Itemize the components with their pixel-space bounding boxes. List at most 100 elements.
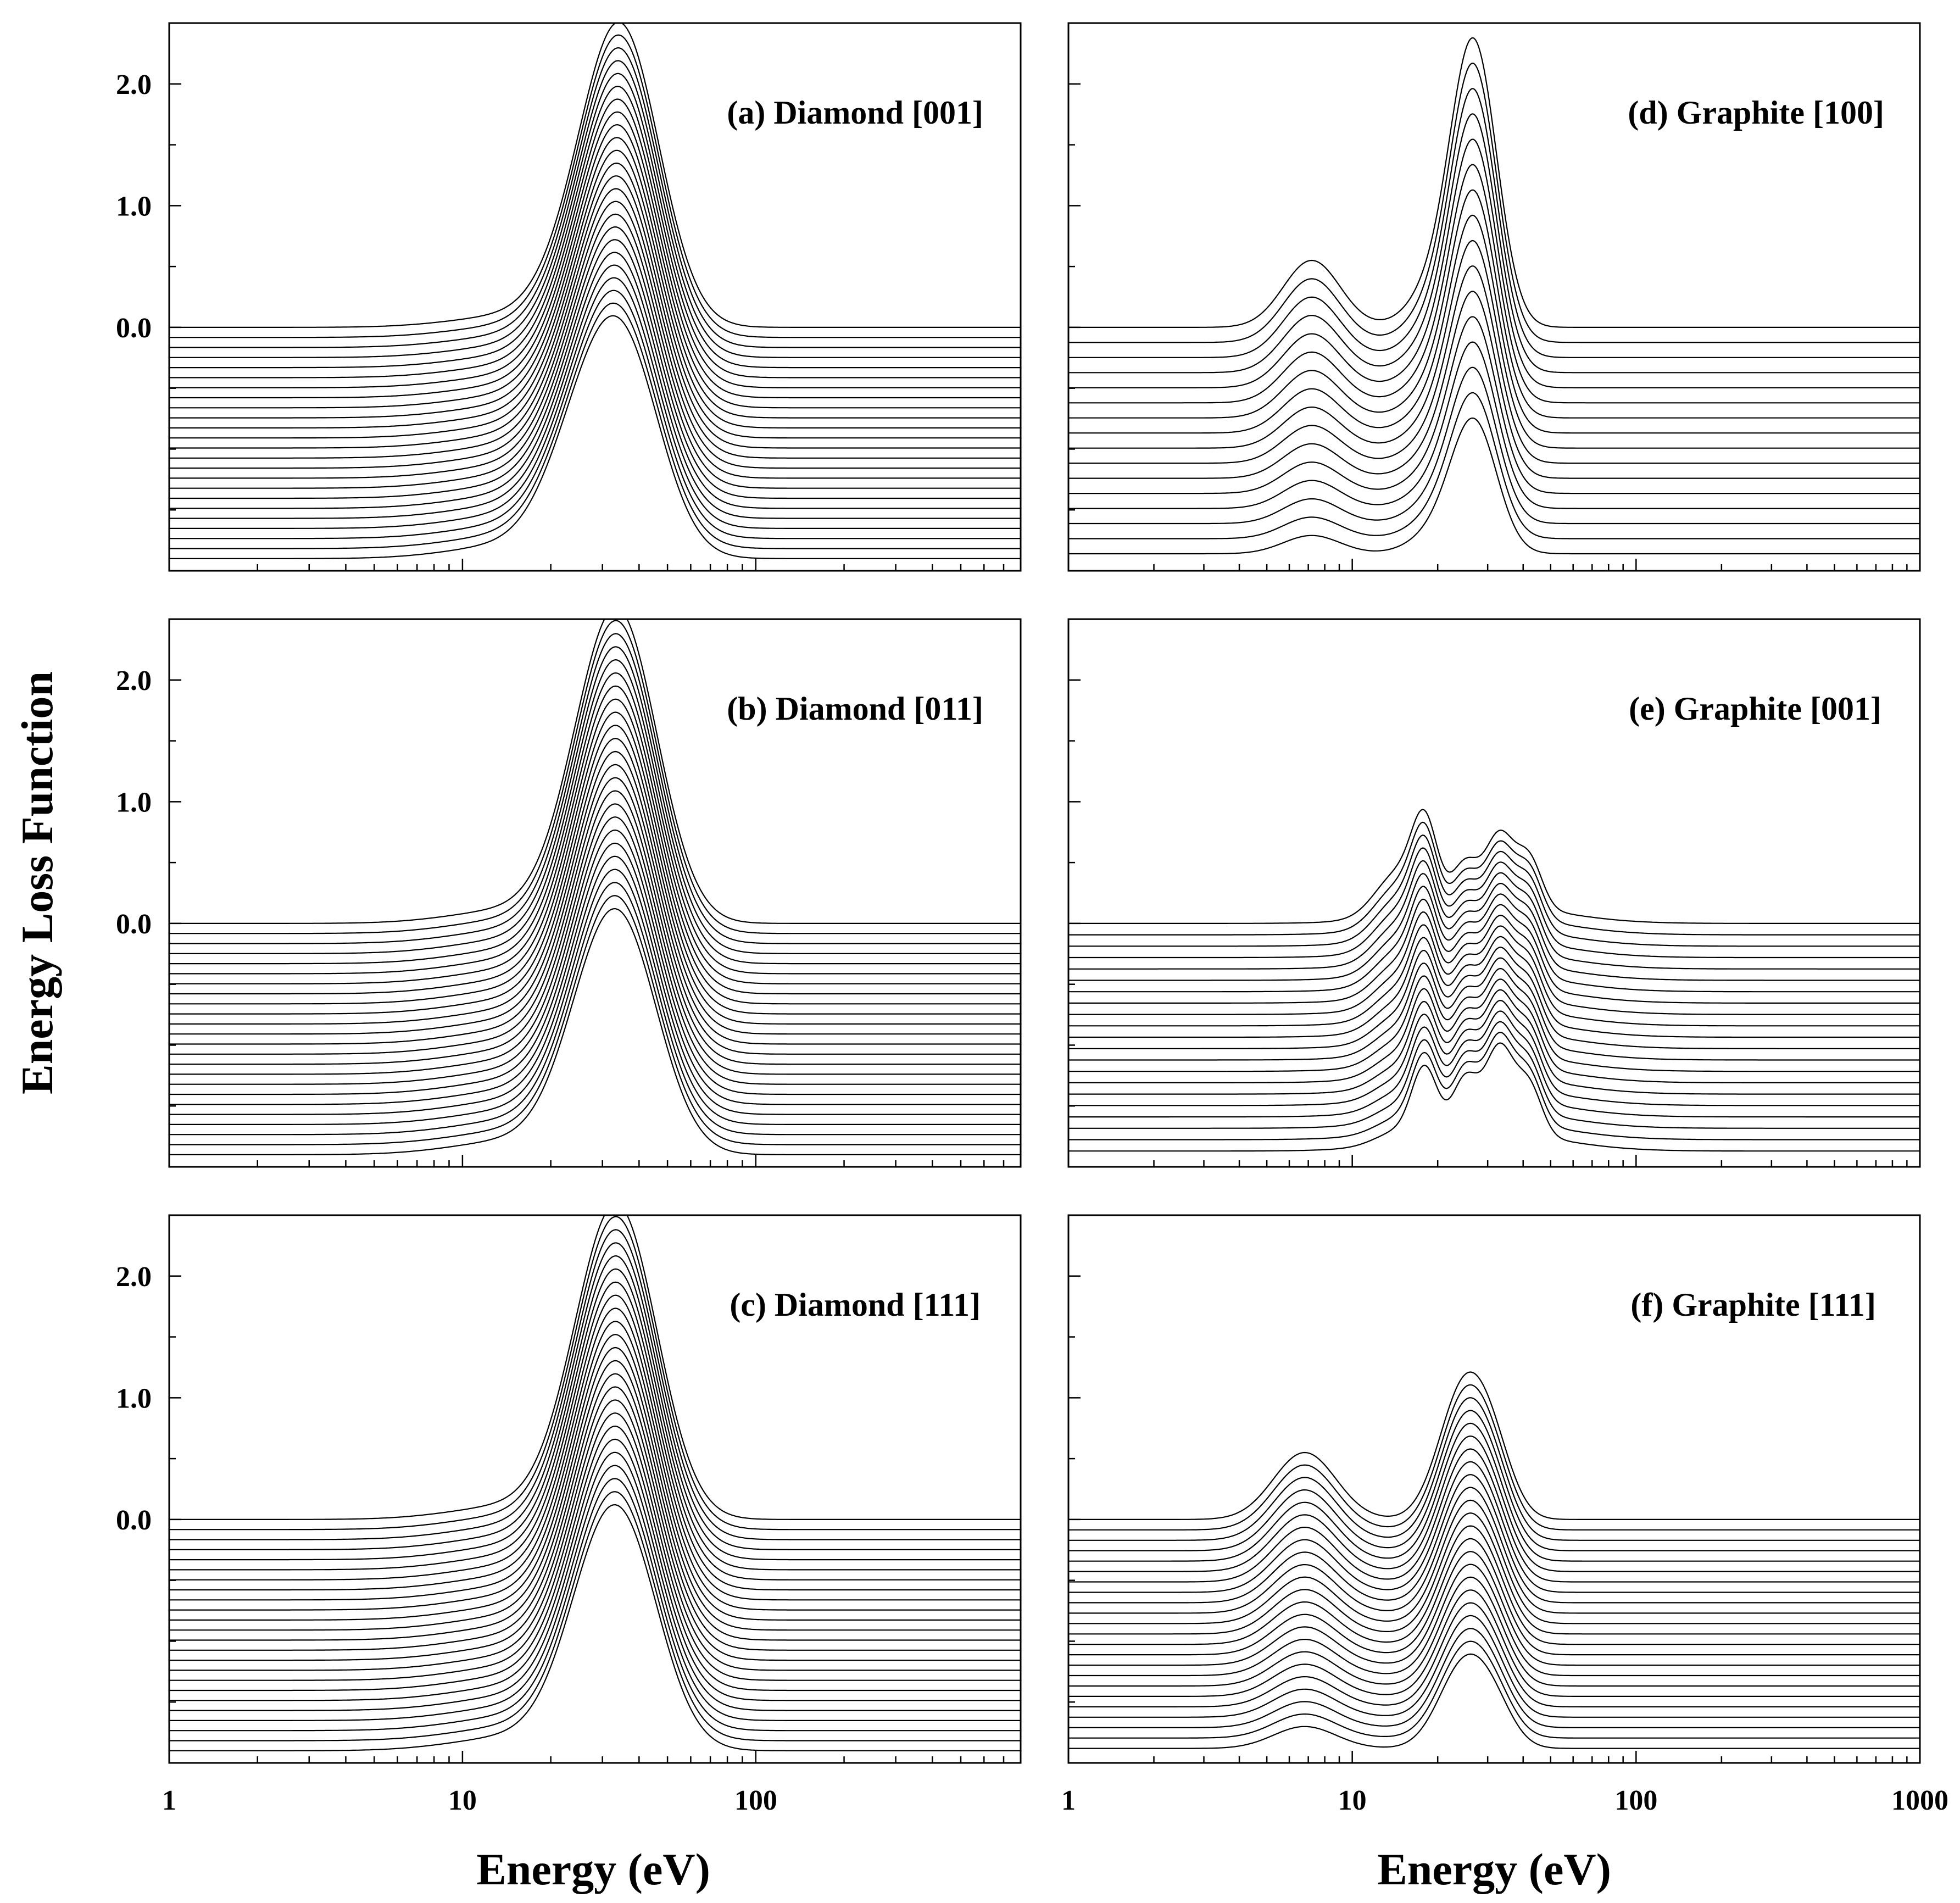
series-line	[169, 725, 1021, 1015]
panel-title: (c) Diamond [111]	[730, 1287, 981, 1323]
series-group	[169, 1215, 1021, 1751]
series-line	[169, 1294, 1021, 1591]
series-line	[1068, 1371, 1920, 1520]
series-line	[1068, 1653, 1920, 1749]
series-line	[169, 1255, 1021, 1561]
series-line	[169, 672, 1021, 975]
series-line	[169, 149, 1021, 429]
series-line	[1068, 1512, 1920, 1635]
series-line	[1068, 265, 1920, 464]
series-line	[169, 816, 1021, 1085]
series-line	[169, 1478, 1021, 1732]
x-tick-label: 10	[1338, 1785, 1367, 1816]
series-line	[1068, 1628, 1920, 1728]
series-line	[1068, 366, 1920, 525]
panel-title: (e) Graphite [001]	[1629, 691, 1881, 727]
series-line	[1068, 1021, 1920, 1129]
series-line	[1068, 291, 1920, 479]
series-group	[1068, 1371, 1920, 1749]
y-tick-label: 1.0	[116, 191, 152, 222]
series-line	[1068, 886, 1920, 993]
plot-frame	[168, 618, 1022, 1168]
series-line	[1068, 417, 1920, 555]
series-line	[169, 252, 1021, 509]
series-line	[1068, 1461, 1920, 1593]
series-line	[169, 1360, 1021, 1641]
x-tick-label: 10	[448, 1785, 477, 1816]
series-line	[169, 633, 1021, 944]
series-line	[169, 73, 1021, 369]
series-line	[169, 137, 1021, 419]
x-axis-title-right: Energy (eV)	[1377, 1844, 1611, 1894]
series-line	[1068, 967, 1920, 1072]
series-line	[169, 213, 1021, 479]
panel-title: (a) Diamond [001]	[727, 94, 983, 131]
y-tick-label: 0.0	[116, 313, 152, 344]
series-line	[169, 895, 1021, 1145]
series-line	[169, 869, 1021, 1125]
panel-d: (d) Graphite [100]	[1067, 22, 1921, 572]
series-line	[1068, 1384, 1920, 1531]
series-line	[1068, 1499, 1920, 1624]
series-line	[1068, 316, 1920, 494]
panel-b: 0.0 1.0 2.0 (b) Diamond [011]	[116, 618, 1022, 1168]
series-line	[1068, 924, 1920, 1027]
series-line	[169, 290, 1021, 539]
series-line	[169, 175, 1021, 449]
series-line	[169, 23, 1021, 328]
series-line	[1068, 1487, 1920, 1614]
series-line	[1068, 1042, 1920, 1152]
series-line	[169, 47, 1021, 348]
series-line	[1068, 936, 1920, 1038]
series-line	[1068, 809, 1920, 924]
series-line	[169, 830, 1021, 1095]
series-line	[169, 226, 1021, 489]
panel-e: (e) Graphite [001]	[1067, 618, 1921, 1168]
series-line	[169, 685, 1021, 984]
x-axis-title-left: Energy (eV)	[476, 1844, 710, 1894]
series-line	[1068, 37, 1920, 328]
series-group	[169, 619, 1021, 1155]
series-line	[1068, 834, 1920, 947]
panel-a: 0.0 1.0 2.0 (a) Diamond [001]	[116, 22, 1022, 572]
series-line	[1068, 1640, 1920, 1739]
series-line	[169, 646, 1021, 954]
series-line	[169, 1242, 1021, 1550]
series-line	[1068, 1410, 1920, 1551]
series-line	[1068, 1448, 1920, 1583]
series-line	[169, 98, 1021, 388]
series-line	[1068, 1010, 1920, 1118]
series-line	[1068, 214, 1920, 434]
series-line	[169, 1373, 1021, 1651]
series-line	[169, 162, 1021, 439]
series-line	[169, 1215, 1021, 1520]
series-line	[1068, 1032, 1920, 1140]
series-line	[169, 124, 1021, 409]
series-line	[1068, 240, 1920, 449]
series-line	[169, 1229, 1021, 1540]
series-line	[169, 277, 1021, 529]
series-line	[169, 1346, 1021, 1631]
series-line	[169, 302, 1021, 549]
series-line	[1068, 860, 1920, 970]
plot-frame	[1067, 22, 1921, 572]
x-tick-label: 100	[1614, 1785, 1657, 1816]
series-line	[1068, 1422, 1920, 1562]
series-line	[169, 777, 1021, 1055]
series-line	[1068, 873, 1920, 981]
series-line	[169, 1268, 1021, 1571]
series-line	[169, 803, 1021, 1075]
panel-c: 0.0 1.0 2.0 1 10 100 (c) Diamond [111]	[116, 1214, 1022, 1816]
series-line	[169, 1491, 1021, 1741]
series-line	[169, 619, 1021, 924]
series-line	[1068, 392, 1920, 539]
series-line	[169, 1386, 1021, 1661]
y-tick-label: 1.0	[116, 1383, 152, 1414]
series-line	[1068, 189, 1920, 419]
series-line	[169, 1399, 1021, 1671]
y-tick-label: 0.0	[116, 1505, 152, 1536]
y-axis-title: Energy Loss Function	[12, 671, 62, 1094]
panel-title: (d) Graphite [100]	[1628, 94, 1884, 131]
series-line	[1068, 1000, 1920, 1106]
series-line	[169, 790, 1021, 1065]
